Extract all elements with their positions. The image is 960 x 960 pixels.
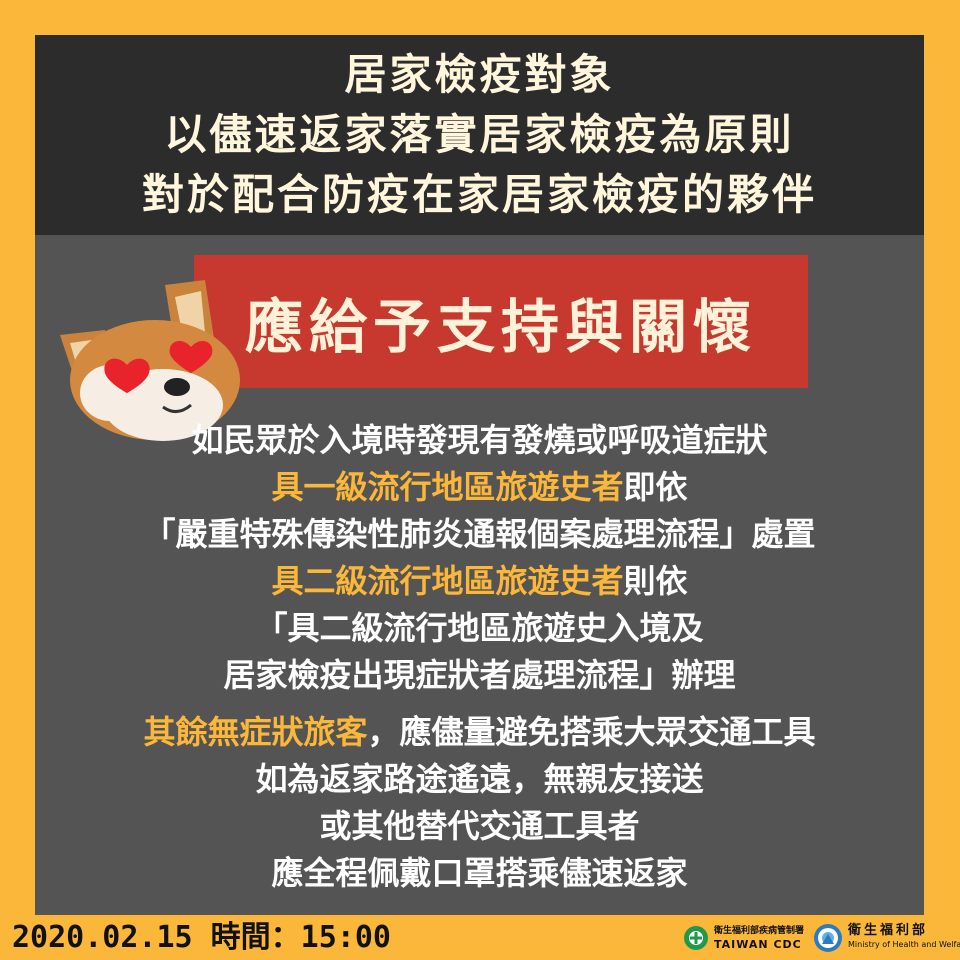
body-line-7: 其餘無症狀旅客，應儘量避免搭乘大眾交通工具 (35, 709, 924, 756)
taiwan-cdc-logo: 衛生福利部疾病管制署 TAIWAN CDC (683, 921, 804, 955)
paragraph-gap (35, 699, 924, 709)
highlight-text: 其餘無症狀旅客 (143, 713, 368, 751)
highlight-text: 具一級流行地區旅遊史者 (271, 468, 624, 506)
mohw-logo: 衛生福利部 Ministry of Health and Welfare (813, 919, 960, 957)
header-line-3: 對於配合防疫在家居家檢疫的夥伴 (141, 170, 817, 219)
body-text-segment: ，應儘量避免搭乘大眾交通工具 (367, 713, 816, 751)
header-line-2: 以儘速返家落實居家檢疫為原則 (164, 110, 795, 159)
header-panel: 居家檢疫對象 以儘速返家落實居家檢疫為原則 對於配合防疫在家居家檢疫的夥伴 (35, 35, 924, 235)
body-line-6: 居家檢疫出現症狀者處理流程」辦理 (223, 656, 736, 694)
body-line-9: 或其他替代交通工具者 (319, 807, 640, 845)
body-line-2: 具一級流行地區旅遊史者即依 (35, 464, 924, 511)
cdc-name-en: TAIWAN CDC (714, 938, 802, 951)
body-line-10: 應全程佩戴口罩搭乘儘速返家 (271, 854, 688, 892)
shiba-dog-heart-eyes-icon (60, 280, 240, 441)
highlight-text: 具二級流行地區旅遊史者 (271, 562, 624, 600)
banner-text: 應給予支持與關懷 (244, 292, 757, 361)
body-line-8: 如為返家路途遙遠，無親友接送 (255, 760, 704, 798)
body-text: 如民眾於入境時發現有發燒或呼吸道症狀 具一級流行地區旅遊史者即依 「嚴重特殊傳染… (35, 417, 924, 897)
announcement-card: 居家檢疫對象 以儘速返家落實居家檢疫為原則 對於配合防疫在家居家檢疫的夥伴 應給… (35, 35, 924, 915)
cdc-name-zh: 衛生福利部疾病管制署 (714, 926, 805, 936)
support-banner: 應給予支持與關懷 (194, 255, 808, 388)
body-line-5: 「具二級流行地區旅遊史入境及 (255, 609, 704, 647)
date-time-stamp: 2020.02.15 時間：15:00 (12, 920, 391, 955)
mohw-name-zh: 衛生福利部 (848, 923, 929, 938)
mohw-logo-icon (814, 924, 842, 952)
body-text-segment: 即依 (623, 468, 688, 506)
taiwan-cdc-logo-icon (684, 926, 708, 950)
body-line-3: 「嚴重特殊傳染性肺炎通報個案處理流程」處置 (143, 515, 816, 553)
header-line-1: 居家檢疫對象 (344, 50, 615, 99)
body-text-segment: 則依 (623, 562, 688, 600)
mohw-name-en: Ministry of Health and Welfare (848, 940, 960, 949)
body-line-4: 具二級流行地區旅遊史者則依 (35, 558, 924, 605)
body-line-1: 如民眾於入境時發現有發燒或呼吸道症狀 (191, 421, 768, 459)
